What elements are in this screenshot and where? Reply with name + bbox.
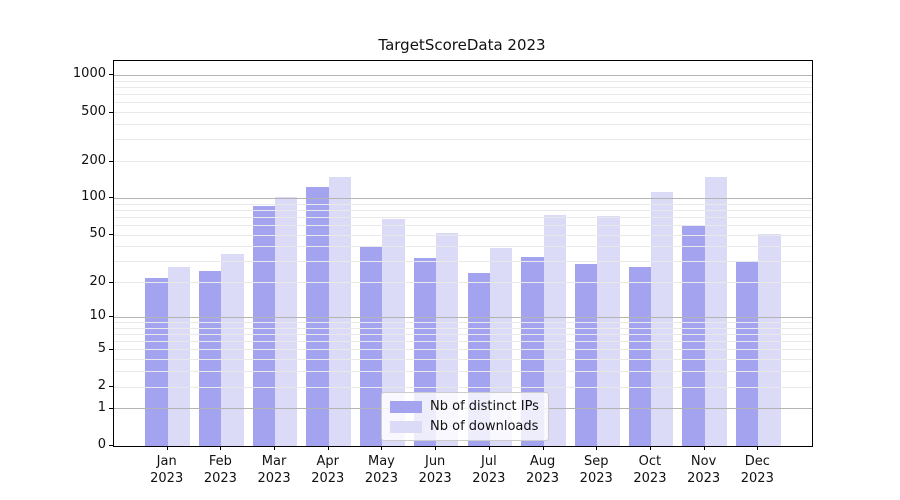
x-tick-label-jul: Jul 2023 xyxy=(472,454,506,486)
y-tick-2 xyxy=(109,386,113,388)
x-tick-label-nov: Nov 2023 xyxy=(687,454,721,486)
y-tick-label-5: 5 xyxy=(97,340,106,356)
x-tick-aug xyxy=(542,446,544,450)
y-tick-5 xyxy=(109,348,113,350)
legend-swatch-distinct-ips xyxy=(390,400,422,413)
legend-label-downloads: Nb of downloads xyxy=(430,419,539,434)
legend-item-distinct-ips: Nb of distinct IPs xyxy=(390,399,539,414)
bar-downloads-sep xyxy=(597,215,620,446)
y-tick-0 xyxy=(109,445,113,446)
y-tick-label-200: 200 xyxy=(81,152,106,168)
bar-distinct-ips-oct xyxy=(628,267,651,446)
y-tick-200 xyxy=(109,160,113,162)
plot-area: Nb of distinct IPs Nb of downloads xyxy=(113,60,813,447)
bar-distinct-ips-nov xyxy=(682,225,705,446)
bar-downloads-aug xyxy=(543,215,566,446)
bar-downloads-dec xyxy=(758,234,781,446)
bar-distinct-ips-mar xyxy=(252,206,276,446)
y-tick-20 xyxy=(109,281,113,283)
bar-downloads-may xyxy=(382,218,405,446)
legend-item-downloads: Nb of downloads xyxy=(390,419,539,434)
x-tick-label-mar: Mar 2023 xyxy=(257,454,291,486)
y-tick-50 xyxy=(109,234,113,236)
legend: Nb of distinct IPs Nb of downloads xyxy=(381,392,549,441)
x-tick-may xyxy=(381,446,383,450)
y-tick-1000 xyxy=(109,74,113,76)
legend-label-distinct-ips: Nb of distinct IPs xyxy=(430,399,539,414)
x-tick-mar xyxy=(274,446,276,450)
legend-swatch-downloads xyxy=(390,420,422,433)
x-tick-label-oct: Oct 2023 xyxy=(633,454,667,486)
bars-layer xyxy=(114,61,812,446)
y-tick-1 xyxy=(109,407,113,409)
bar-distinct-ips-feb xyxy=(199,271,222,446)
y-tick-label-500: 500 xyxy=(81,103,106,119)
x-tick-jan xyxy=(166,446,168,450)
bar-distinct-ips-sep xyxy=(574,263,598,446)
y-tick-10 xyxy=(109,316,113,318)
x-tick-feb xyxy=(220,446,222,450)
x-tick-sep xyxy=(596,446,598,450)
bar-distinct-ips-may xyxy=(360,245,383,446)
x-tick-nov xyxy=(703,446,705,450)
x-tick-label-dec: Dec 2023 xyxy=(740,454,774,486)
bar-distinct-ips-jan xyxy=(145,277,168,446)
x-tick-label-jan: Jan 2023 xyxy=(150,454,184,486)
y-tick-500 xyxy=(109,111,113,113)
y-tick-label-1000: 1000 xyxy=(72,66,106,82)
x-tick-label-sep: Sep 2023 xyxy=(579,454,613,486)
bar-downloads-feb xyxy=(221,253,244,446)
x-tick-apr xyxy=(327,446,329,450)
x-tick-oct xyxy=(649,446,651,450)
y-tick-label-20: 20 xyxy=(89,273,106,289)
y-tick-label-100: 100 xyxy=(81,189,106,205)
bar-distinct-ips-apr xyxy=(306,187,329,446)
y-tick-label-1: 1 xyxy=(97,399,106,415)
y-tick-100 xyxy=(109,197,113,199)
x-tick-label-may: May 2023 xyxy=(364,454,398,486)
x-tick-label-feb: Feb 2023 xyxy=(203,454,237,486)
bar-downloads-jan xyxy=(167,267,190,446)
x-tick-label-aug: Aug 2023 xyxy=(525,454,560,486)
y-tick-label-2: 2 xyxy=(97,378,106,394)
bar-downloads-apr xyxy=(328,176,352,446)
x-tick-label-jun: Jun 2023 xyxy=(418,454,452,486)
x-tick-dec xyxy=(757,446,759,450)
chart-title: TargetScoreData 2023 xyxy=(378,36,546,54)
bar-downloads-oct xyxy=(650,191,674,446)
bar-downloads-mar xyxy=(275,197,298,446)
bar-distinct-ips-dec xyxy=(736,261,759,446)
x-tick-jun xyxy=(435,446,437,450)
bar-downloads-nov xyxy=(704,176,727,446)
y-tick-label-0: 0 xyxy=(97,437,106,452)
y-tick-label-10: 10 xyxy=(89,308,106,324)
y-tick-label-50: 50 xyxy=(89,226,106,242)
x-tick-jul xyxy=(488,446,490,450)
x-tick-label-apr: Apr 2023 xyxy=(311,454,345,486)
